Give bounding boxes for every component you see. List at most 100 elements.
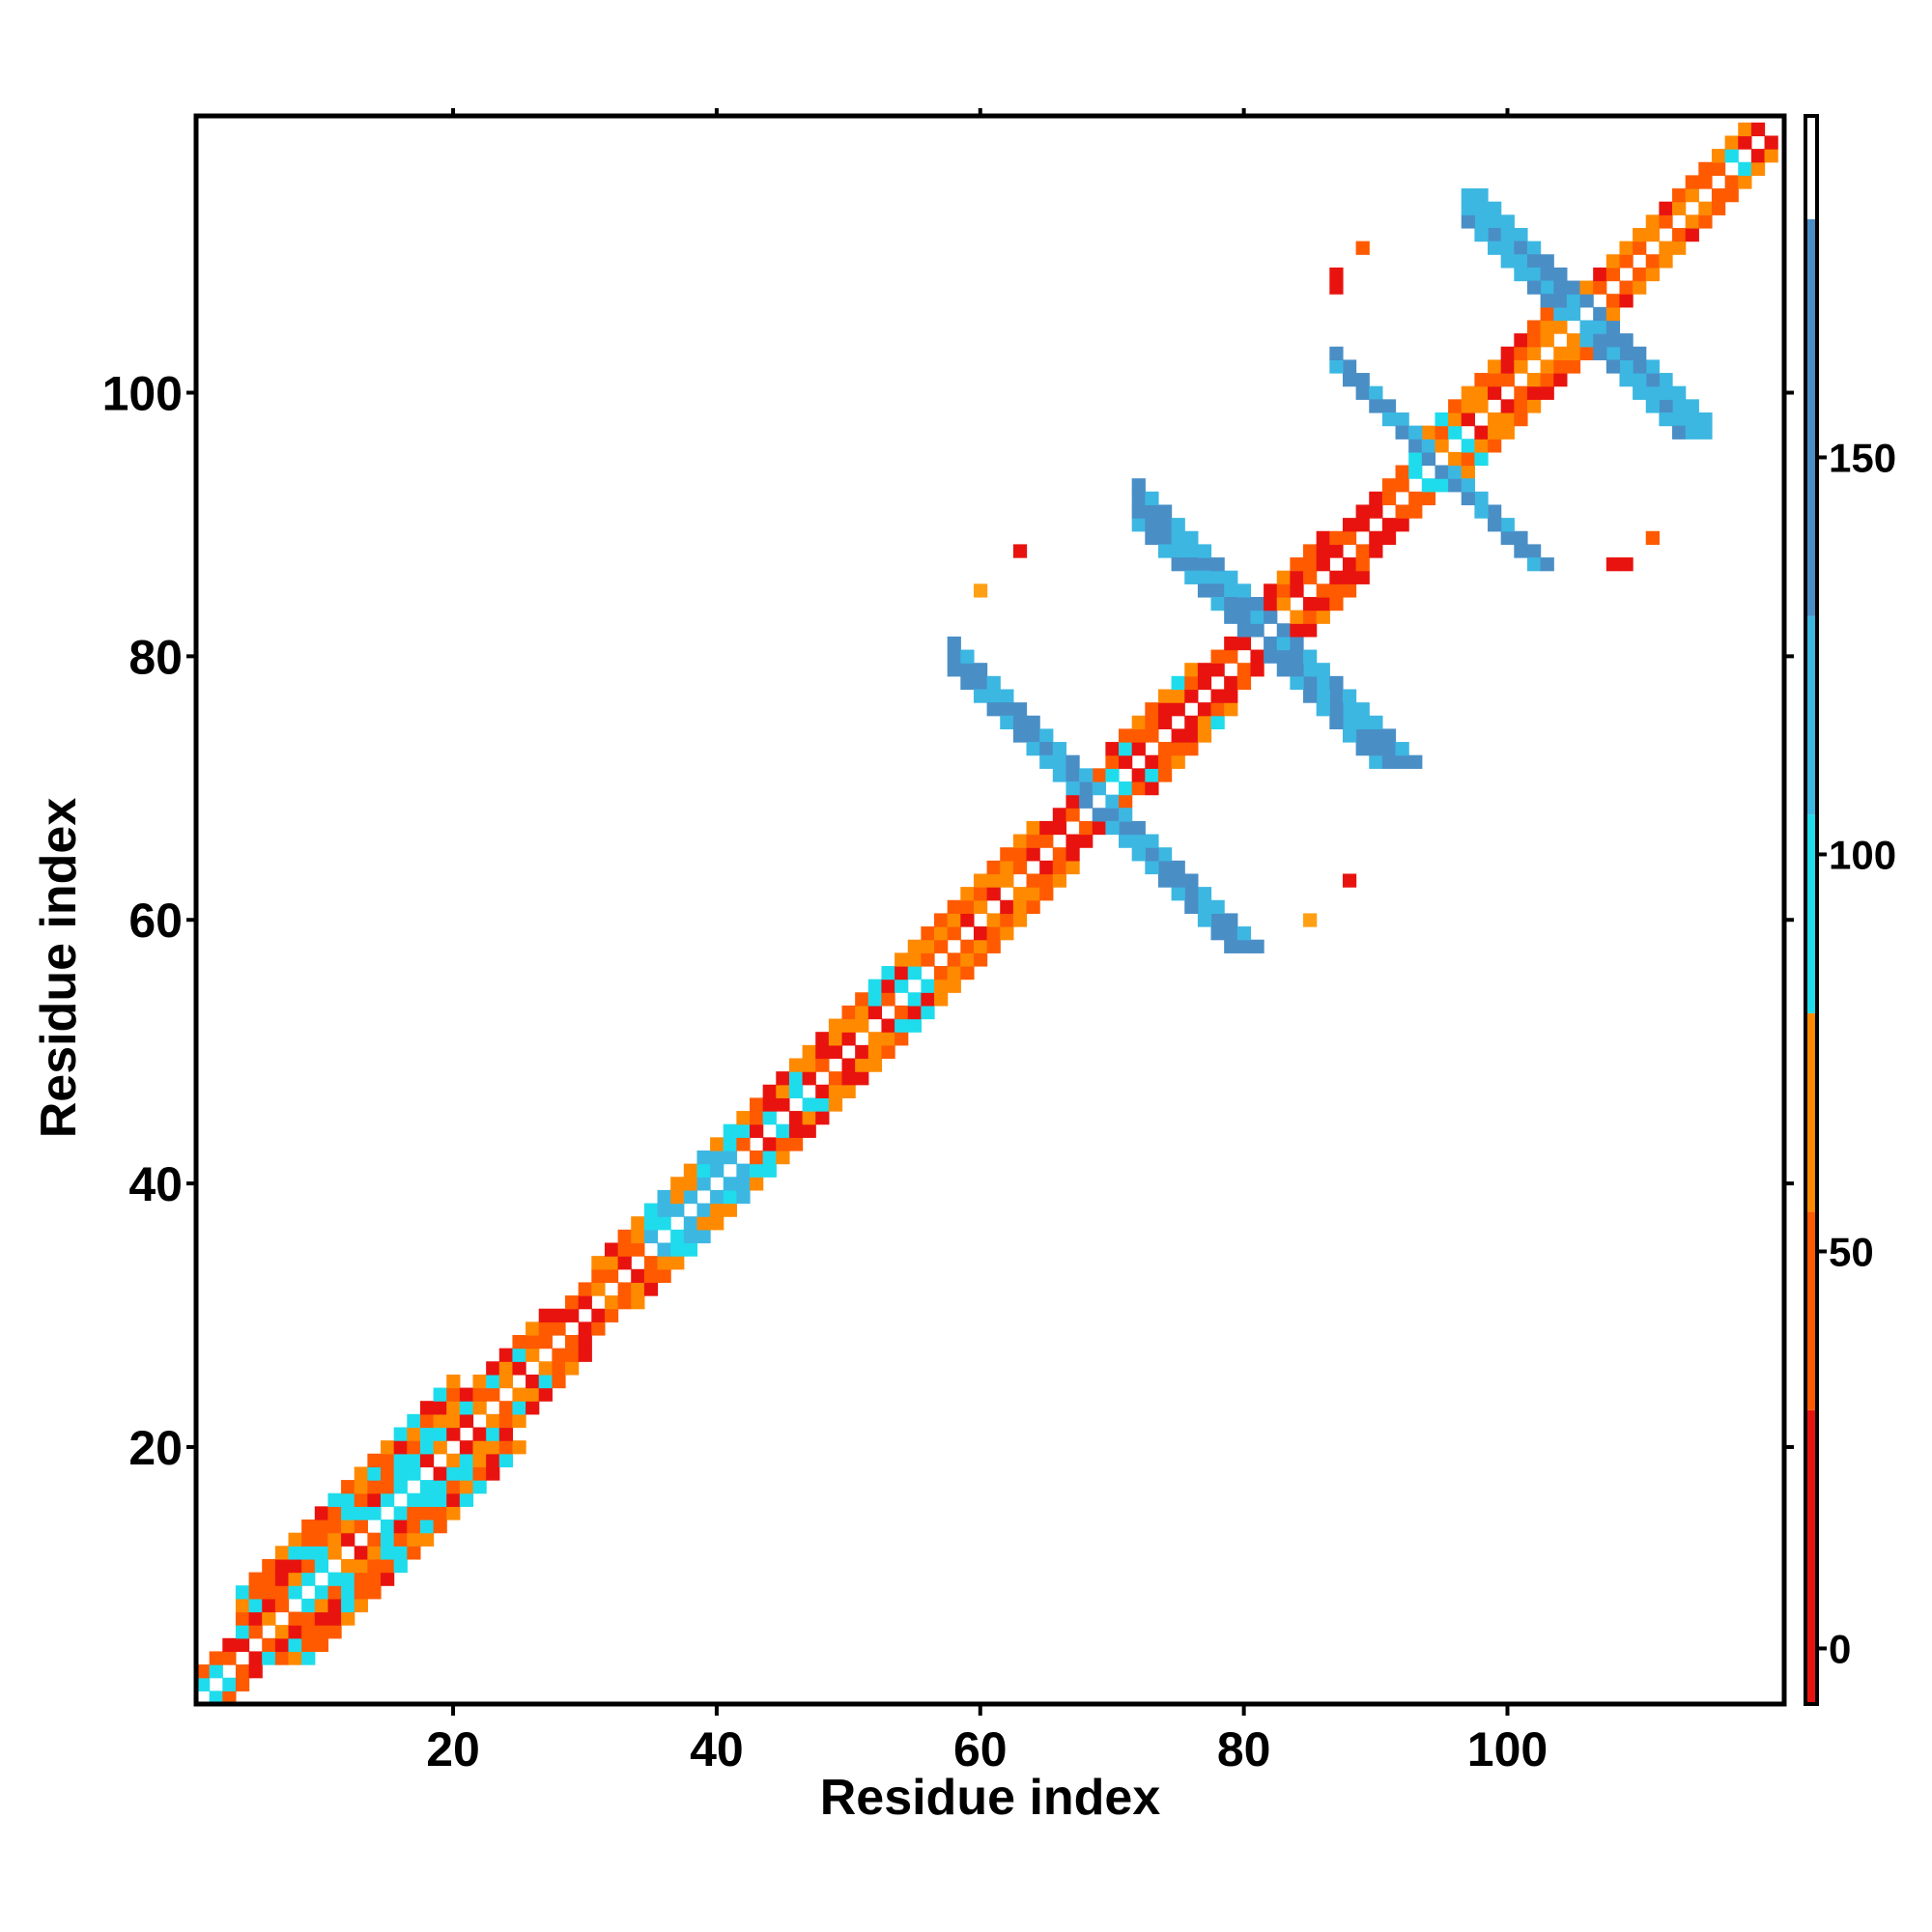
heatmap-cell: [1369, 530, 1383, 545]
heatmap-cell: [552, 1308, 566, 1322]
heatmap-cell: [1355, 728, 1370, 743]
heatmap-cell: [776, 1071, 790, 1086]
heatmap-cell: [1619, 557, 1634, 572]
heatmap-cell: [1329, 570, 1344, 584]
heatmap-cell: [288, 1558, 302, 1574]
heatmap-cell: [1184, 544, 1199, 558]
heatmap-cell: [1210, 715, 1225, 729]
heatmap-cell: [1250, 939, 1264, 953]
heatmap-cell: [921, 979, 935, 993]
heatmap-cell: [274, 1637, 290, 1653]
heatmap-cell: [1605, 254, 1621, 269]
y-tick-label: 40: [128, 1157, 183, 1211]
heatmap-cell: [762, 1163, 777, 1178]
heatmap-cell: [274, 1598, 290, 1613]
heatmap-cell: [934, 926, 949, 941]
heatmap-cell: [1119, 781, 1133, 796]
heatmap-cell: [1224, 570, 1238, 584]
heatmap-cell: [1514, 359, 1528, 374]
heatmap-cell: [895, 1032, 909, 1046]
heatmap-cell: [1157, 715, 1173, 729]
heatmap-cell: [1605, 294, 1621, 308]
heatmap-cell: [1290, 583, 1304, 598]
heatmap-cell: [1553, 373, 1568, 387]
heatmap-cell: [288, 1625, 302, 1639]
heatmap-cell: [446, 1492, 461, 1507]
heatmap-cell: [459, 1453, 474, 1468]
heatmap-cell: [314, 1532, 329, 1547]
heatmap-cell: [1264, 583, 1278, 598]
heatmap-cell: [381, 1546, 395, 1560]
heatmap-cell: [1408, 439, 1423, 453]
heatmap-cell: [867, 1032, 883, 1046]
heatmap-cell: [1738, 175, 1752, 189]
heatmap-cell: [1474, 491, 1489, 506]
heatmap-cell: [1171, 518, 1185, 532]
heatmap-cell: [1197, 728, 1212, 743]
heatmap-cell: [419, 1401, 435, 1415]
heatmap-cell: [1000, 899, 1014, 915]
heatmap-cell: [248, 1625, 263, 1639]
heatmap-cell: [1184, 728, 1199, 743]
heatmap-cell: [591, 1321, 606, 1336]
heatmap-cell: [314, 1546, 329, 1560]
heatmap-cell: [327, 1492, 342, 1507]
heatmap-cell: [235, 1625, 250, 1639]
heatmap-cell: [1711, 161, 1726, 176]
heatmap-cell: [947, 952, 961, 967]
heatmap-cell: [301, 1572, 316, 1586]
heatmap-cell: [921, 952, 935, 967]
heatmap-cell: [1605, 359, 1621, 374]
heatmap-cell: [1197, 899, 1212, 915]
heatmap-cell: [1000, 860, 1014, 875]
heatmap-cell: [1224, 913, 1238, 927]
heatmap-cell: [1435, 465, 1449, 479]
heatmap-cell: [867, 992, 883, 1007]
heatmap-cell: [643, 1203, 659, 1217]
heatmap-cell: [631, 1295, 645, 1310]
heatmap-cell: [841, 1071, 856, 1086]
heatmap-cell: [1197, 570, 1212, 584]
heatmap-cell: [1645, 359, 1660, 374]
heatmap-cell: [1488, 201, 1502, 215]
heatmap-cell: [327, 1585, 342, 1600]
heatmap-cell: [1092, 808, 1106, 822]
heatmap-cell: [1052, 808, 1067, 822]
heatmap-cell: [1092, 768, 1106, 782]
heatmap-cell: [196, 1677, 211, 1691]
heatmap-cell: [1329, 359, 1344, 374]
heatmap-cell: [393, 1558, 408, 1574]
heatmap-cell: [986, 913, 1001, 927]
heatmap-cell: [1157, 544, 1173, 558]
heatmap-cell: [1224, 649, 1238, 664]
heatmap-cell: [1197, 715, 1212, 729]
heatmap-cell: [262, 1558, 276, 1574]
heatmap-cell: [1119, 742, 1133, 756]
colorbar-band: [1805, 1409, 1817, 1704]
heatmap-cell: [1210, 583, 1225, 598]
heatmap-cell: [1329, 689, 1344, 703]
heatmap-cell: [815, 1097, 830, 1112]
heatmap-cell: [393, 1453, 408, 1468]
heatmap-cell: [1079, 781, 1094, 796]
heatmap-cell: [1119, 834, 1133, 848]
heatmap-cell: [459, 1492, 474, 1507]
heatmap-cell: [1145, 754, 1159, 769]
heatmap-cell: [1026, 887, 1040, 901]
heatmap-cell: [1408, 754, 1423, 769]
heatmap-cell: [393, 1546, 408, 1560]
heatmap-cell: [815, 1044, 830, 1060]
heatmap-cell: [643, 1216, 659, 1231]
heatmap-cell: [1197, 544, 1212, 558]
heatmap-cell: [486, 1361, 500, 1376]
heatmap-cell: [512, 1413, 526, 1429]
heatmap-cell: [1711, 201, 1726, 215]
heatmap-cell: [802, 1123, 816, 1138]
heatmap-cell: [248, 1611, 263, 1626]
colorbar-band: [1805, 1012, 1817, 1212]
heatmap-cell: [1448, 465, 1463, 479]
heatmap-cell: [657, 1242, 671, 1257]
heatmap-cell: [1540, 333, 1554, 348]
heatmap-cell: [1369, 728, 1383, 743]
heatmap-cell: [235, 1637, 250, 1653]
